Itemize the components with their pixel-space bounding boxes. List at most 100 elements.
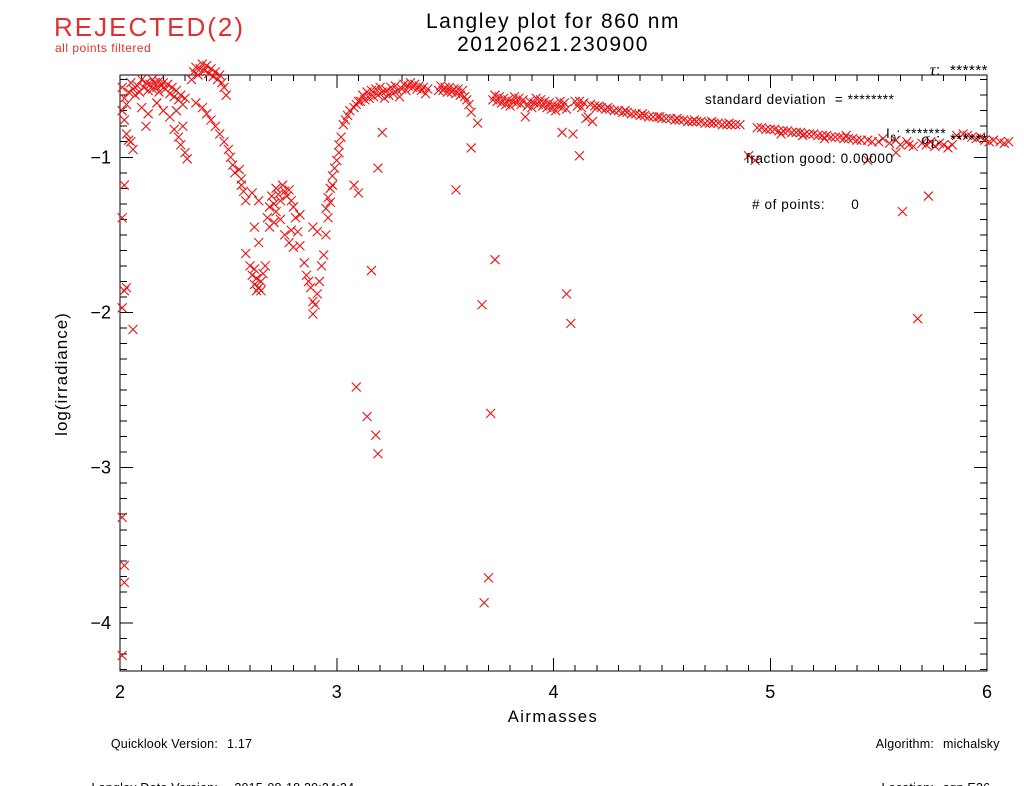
- data-point-marker: [312, 226, 323, 237]
- data-point-marker: [342, 110, 353, 121]
- data-point-marker: [557, 127, 568, 138]
- data-point-marker: [177, 121, 188, 132]
- data-point-marker: [472, 118, 483, 129]
- data-point-marker: [561, 104, 572, 115]
- data-point-marker: [682, 116, 693, 127]
- data-point-marker: [726, 119, 737, 130]
- data-point-marker: [466, 107, 477, 118]
- data-point-marker: [117, 105, 128, 116]
- data-point-marker: [609, 105, 620, 116]
- data-point-marker: [275, 214, 286, 225]
- data-point-marker: [550, 105, 561, 116]
- data-point-marker: [477, 299, 487, 310]
- data-point-marker: [908, 141, 919, 152]
- data-point-marker: [483, 572, 494, 583]
- data-point-marker: [318, 250, 329, 260]
- data-point-marker: [162, 79, 173, 90]
- data-point-marker: [310, 299, 320, 310]
- std-dev-value: ********: [847, 92, 895, 107]
- data-point-marker: [123, 135, 134, 146]
- data-point-marker: [308, 309, 318, 319]
- data-point-marker: [381, 85, 392, 96]
- data-point-marker: [878, 133, 888, 144]
- data-point-marker: [626, 108, 637, 119]
- data-point-marker: [125, 77, 136, 88]
- data-point-marker: [141, 121, 151, 132]
- data-point-marker: [735, 119, 745, 130]
- data-point-marker: [249, 264, 260, 274]
- data-point-marker: [264, 202, 275, 212]
- data-point-marker: [119, 560, 130, 571]
- data-point-marker: [750, 155, 760, 166]
- data-point-marker: [656, 113, 667, 124]
- data-point-marker: [351, 382, 362, 392]
- data-point-marker: [366, 265, 377, 276]
- data-point-marker: [253, 195, 264, 206]
- data-point-marker: [323, 192, 333, 203]
- data-point-marker: [212, 74, 223, 85]
- y-tick-label: −2: [90, 302, 111, 322]
- data-point-marker: [327, 170, 338, 181]
- version-row-label: Langley Data Version:: [0, 781, 218, 786]
- data-point-marker: [451, 184, 461, 195]
- data-point-marker: [117, 650, 128, 661]
- data-point-marker: [136, 74, 147, 85]
- version-row: Quicklook Version: 1.17: [0, 737, 354, 752]
- annotation-std-dev: standard deviation = ********: [705, 92, 895, 107]
- data-point-marker: [461, 94, 472, 105]
- fraction-good-label: fraction good:: [746, 151, 837, 166]
- data-point-marker: [151, 98, 162, 108]
- data-point-marker: [830, 132, 841, 142]
- data-point-marker: [201, 108, 212, 119]
- data-point-marker: [117, 512, 128, 523]
- tau-value: ******: [949, 62, 988, 79]
- data-point-marker: [422, 84, 433, 94]
- data-point-marker: [505, 101, 516, 111]
- data-point-marker: [169, 91, 180, 102]
- x-tick-label: 2: [115, 682, 125, 702]
- data-point-marker: [253, 237, 264, 248]
- x-tick-label: 5: [765, 682, 775, 702]
- data-point-marker: [186, 74, 197, 85]
- data-point-marker: [123, 87, 134, 97]
- i0-value: *******: [905, 126, 947, 141]
- data-point-marker: [234, 164, 245, 175]
- data-point-marker: [251, 273, 262, 284]
- sigma-symbol: σ: [921, 131, 930, 148]
- data-point-marker: [180, 93, 190, 104]
- info-row-value: michalsky: [943, 737, 1000, 752]
- data-point-marker: [336, 132, 346, 142]
- data-point-marker: [245, 261, 255, 271]
- data-point-marker: [316, 261, 327, 271]
- data-point-marker: [249, 222, 260, 232]
- data-point-marker: [253, 282, 264, 293]
- data-point-marker: [375, 82, 385, 93]
- data-point-marker: [327, 180, 338, 191]
- y-axis-label: log(irradiance): [52, 312, 71, 436]
- point-count-value: 0: [851, 197, 860, 212]
- data-point-marker: [275, 195, 286, 206]
- data-point-marker: [988, 135, 999, 146]
- data-point-marker: [119, 285, 130, 296]
- data-point-marker: [761, 124, 771, 135]
- data-point-marker: [210, 67, 221, 77]
- data-point-marker: [338, 119, 349, 130]
- data-point-marker: [286, 195, 297, 206]
- data-point-marker: [169, 124, 180, 135]
- data-point-marker: [225, 152, 236, 163]
- data-point-marker: [219, 82, 229, 93]
- data-point-marker: [219, 136, 229, 147]
- data-point-marker: [370, 430, 381, 440]
- data-point-marker: [743, 150, 754, 161]
- data-point-marker: [119, 180, 130, 191]
- data-point-marker: [121, 282, 132, 293]
- data-point-marker: [128, 144, 138, 155]
- sigma-value: ******: [949, 131, 988, 148]
- y-tick-label: −1: [90, 147, 111, 167]
- data-point-marker: [778, 125, 789, 136]
- x-tick-label: 3: [332, 682, 342, 702]
- data-point-marker: [173, 132, 184, 142]
- data-point-marker: [390, 80, 401, 91]
- data-point-marker: [912, 313, 923, 324]
- data-point-marker: [357, 90, 368, 101]
